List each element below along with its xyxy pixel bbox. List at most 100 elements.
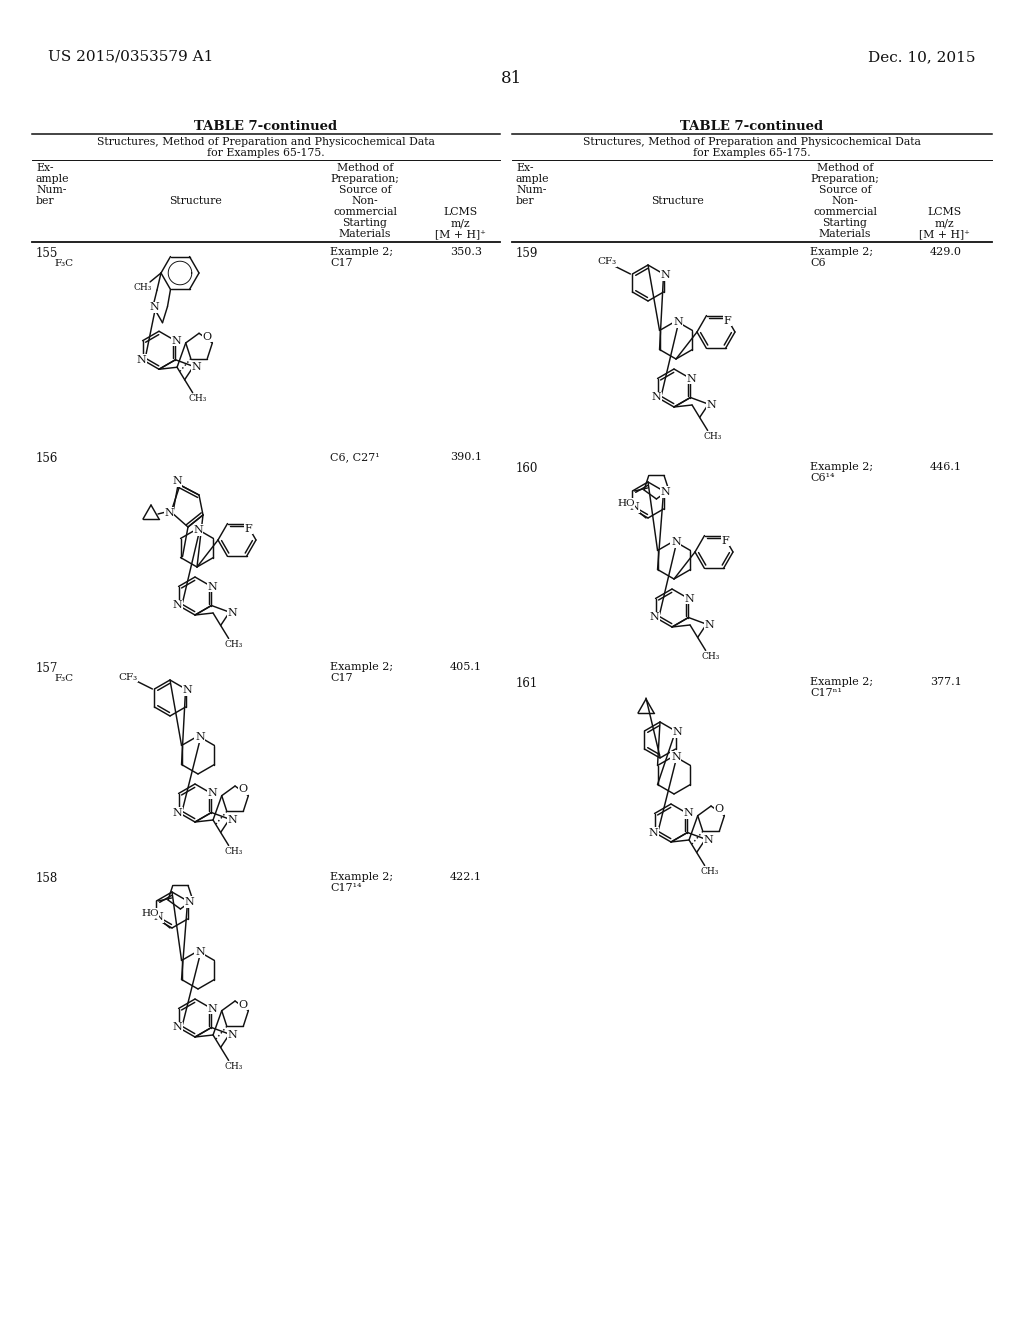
Text: N: N [684, 808, 693, 818]
Text: N: N [227, 1030, 238, 1040]
Text: N: N [671, 537, 681, 546]
Text: C17¹⁴: C17¹⁴ [330, 883, 361, 894]
Text: N: N [671, 752, 681, 762]
Text: F₃C: F₃C [54, 259, 73, 268]
Text: N: N [154, 912, 163, 921]
Text: Materials: Materials [339, 228, 391, 239]
Text: [M + H]⁺: [M + H]⁺ [919, 228, 970, 239]
Text: N: N [150, 302, 159, 313]
Text: Dec. 10, 2015: Dec. 10, 2015 [868, 50, 976, 63]
Text: HO: HO [617, 499, 635, 507]
Text: N: N [196, 733, 205, 742]
Text: O: O [239, 784, 248, 795]
Text: CH₃: CH₃ [134, 284, 153, 293]
Text: 81: 81 [502, 70, 522, 87]
Text: Method of: Method of [817, 162, 873, 173]
Text: HO: HO [141, 908, 159, 917]
Text: US 2015/0353579 A1: US 2015/0353579 A1 [48, 50, 213, 63]
Text: 157: 157 [36, 663, 58, 675]
Text: 429.0: 429.0 [930, 247, 962, 257]
Text: 158: 158 [36, 873, 58, 884]
Text: F: F [722, 536, 729, 545]
Text: N: N [670, 752, 680, 762]
Text: Example 2;: Example 2; [330, 247, 393, 257]
Text: N: N [630, 502, 639, 512]
Text: N: N [173, 1023, 182, 1032]
Text: ample: ample [36, 174, 70, 183]
Text: Example 2;: Example 2; [330, 873, 393, 882]
Text: ber: ber [36, 195, 54, 206]
Text: N: N [707, 400, 717, 411]
Text: commercial: commercial [333, 207, 397, 216]
Text: N: N [703, 836, 714, 845]
Text: C17: C17 [330, 257, 352, 268]
Text: CH₃: CH₃ [224, 1063, 243, 1071]
Text: 377.1: 377.1 [930, 677, 962, 686]
Text: N: N [194, 525, 203, 535]
Text: N: N [173, 808, 182, 817]
Text: Source of: Source of [339, 185, 391, 195]
Text: N: N [673, 317, 683, 327]
Text: commercial: commercial [813, 207, 877, 216]
Text: Structure: Structure [169, 195, 221, 206]
Text: N: N [195, 733, 204, 742]
Text: Ex-: Ex- [516, 162, 534, 173]
Text: N: N [196, 946, 205, 957]
Text: N: N [194, 525, 203, 535]
Text: N: N [649, 612, 659, 623]
Text: N: N [686, 374, 696, 384]
Text: N: N [172, 477, 182, 486]
Text: C17ⁿ¹: C17ⁿ¹ [810, 688, 842, 698]
Text: N: N [208, 582, 217, 591]
Text: N: N [227, 609, 238, 618]
Text: Example 2;: Example 2; [810, 247, 873, 257]
Text: F₃C: F₃C [54, 675, 73, 682]
Text: Starting: Starting [343, 218, 387, 228]
Text: CH₃: CH₃ [224, 847, 243, 855]
Text: for Examples 65-175.: for Examples 65-175. [207, 148, 325, 158]
Text: m/z: m/z [451, 218, 470, 228]
Text: N: N [660, 271, 671, 280]
Text: Structure: Structure [651, 195, 705, 206]
Text: ample: ample [516, 174, 550, 183]
Text: N: N [670, 537, 680, 546]
Text: N: N [164, 508, 174, 517]
Text: Non-: Non- [831, 195, 858, 206]
Text: m/z: m/z [934, 218, 953, 228]
Text: C6¹⁴: C6¹⁴ [810, 473, 835, 483]
Text: 160: 160 [516, 462, 539, 475]
Text: C6: C6 [810, 257, 825, 268]
Text: 446.1: 446.1 [930, 462, 962, 473]
Text: 161: 161 [516, 677, 539, 690]
Text: F: F [724, 315, 731, 326]
Text: N: N [672, 317, 682, 327]
Text: N: N [195, 946, 204, 957]
Text: for Examples 65-175.: for Examples 65-175. [693, 148, 811, 158]
Text: 405.1: 405.1 [450, 663, 482, 672]
Text: Non-: Non- [351, 195, 378, 206]
Text: LCMS: LCMS [443, 207, 477, 216]
Text: N: N [227, 816, 238, 825]
Text: ber: ber [516, 195, 535, 206]
Text: O: O [202, 331, 211, 342]
Text: Example 2;: Example 2; [330, 663, 393, 672]
Text: N: N [660, 487, 671, 498]
Text: N: N [651, 392, 662, 403]
Text: TABLE 7-continued: TABLE 7-continued [195, 120, 338, 133]
Text: CF₃: CF₃ [598, 257, 617, 267]
Text: N: N [184, 898, 195, 907]
Text: N: N [208, 788, 217, 799]
Text: 159: 159 [516, 247, 539, 260]
Text: N: N [191, 363, 202, 372]
Text: O: O [714, 804, 723, 814]
Text: N: N [136, 355, 146, 364]
Text: 390.1: 390.1 [450, 451, 482, 462]
Text: CH₃: CH₃ [703, 432, 722, 441]
Text: N: N [648, 828, 658, 837]
Text: CH₃: CH₃ [701, 652, 720, 661]
Text: Structures, Method of Preparation and Physicochemical Data: Structures, Method of Preparation and Ph… [583, 137, 921, 147]
Text: Ex-: Ex- [36, 162, 53, 173]
Text: Preparation;: Preparation; [331, 174, 399, 183]
Text: N: N [173, 601, 182, 610]
Text: N: N [673, 727, 682, 737]
